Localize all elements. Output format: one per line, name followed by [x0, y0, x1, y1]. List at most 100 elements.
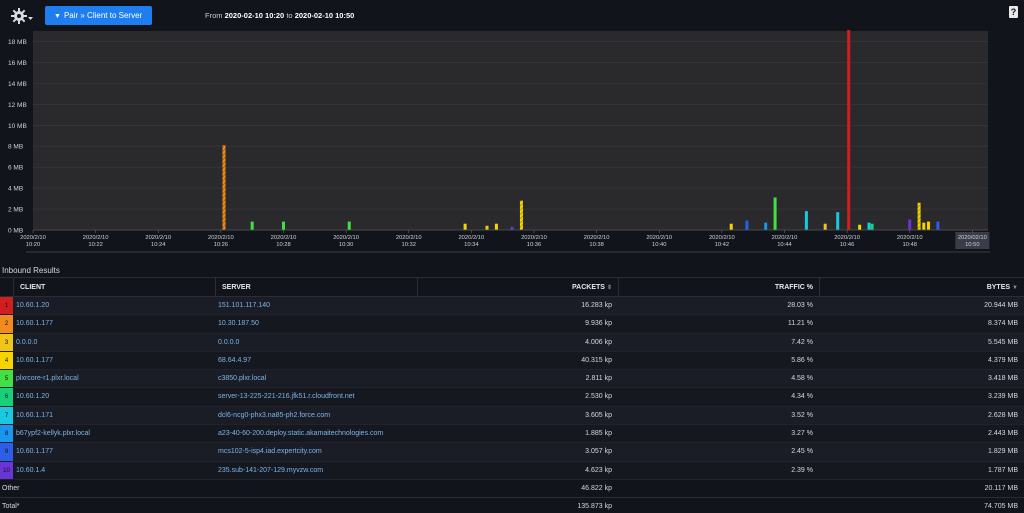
client-link[interactable]: 10.60.1.177: [16, 320, 53, 328]
y-tick-label: 4 MB: [8, 186, 23, 193]
server-link[interactable]: 235.sub-141-207-129.myvzw.com: [218, 466, 324, 474]
bar[interactable]: [908, 219, 912, 230]
traffic-value: 3.27 %: [791, 430, 813, 438]
server-link[interactable]: dcl6-ncg0-phx3.na85-ph2.force.com: [218, 411, 331, 419]
bar[interactable]: [847, 30, 851, 231]
time-range: From 2020-02-10 10:20 to 2020-02-10 10:5…: [205, 11, 355, 20]
x-tick-date: 2020/2/10: [834, 235, 860, 241]
bar[interactable]: [729, 223, 733, 230]
bar[interactable]: [347, 221, 351, 230]
packets-value: 4.623 kp: [585, 466, 612, 474]
traffic-value: 4.34 %: [791, 393, 813, 401]
bar[interactable]: [870, 223, 874, 230]
table-row[interactable]: 3 0.0.0.0 0.0.0.0 4.006 kp 7.42 % 5.545 MB: [0, 333, 1024, 352]
settings-menu-button[interactable]: [10, 7, 34, 25]
table-row[interactable]: 4 10.60.1.177 68.64.4.97 40.315 kp 5.86 % 4.3…: [0, 351, 1024, 371]
series-color-swatch: 4: [0, 351, 13, 370]
traffic-value: 7.42 %: [791, 338, 813, 346]
total-packets: 135.873 kp: [577, 503, 612, 511]
server-link[interactable]: 68.64.4.97: [218, 356, 252, 364]
server-link[interactable]: 0.0.0.0: [218, 338, 240, 346]
client-link[interactable]: 10.60.1.20: [16, 302, 50, 309]
col-server[interactable]: SERVER: [215, 278, 417, 297]
bar[interactable]: [922, 222, 926, 230]
bytes-value: 1.787 MB: [988, 466, 1018, 474]
bar[interactable]: [510, 226, 514, 230]
table-row[interactable]: 6 10.60.1.20 server-13-225-221-216.jfk51.r…: [0, 388, 1024, 407]
y-tick-label: 6 MB: [8, 165, 23, 172]
x-tick-time: 10:46: [840, 242, 855, 248]
x-tick-date: 2020/2/10: [897, 235, 923, 241]
total-row: Total* 135.873 kp 74.705 MB: [0, 498, 1024, 513]
bar[interactable]: [281, 221, 285, 230]
table-row[interactable]: 9 10.60.1.177 mcs102-5-isp4.iad.expertcity…: [0, 443, 1024, 462]
table-row[interactable]: 5 plxrcore-r1.plxr.local c3850.plxr.local 2…: [0, 370, 1024, 389]
bar[interactable]: [867, 222, 871, 230]
server-link[interactable]: server-13-225-221-216.jfk51.r.cloudfront…: [218, 393, 355, 401]
table-row[interactable]: 2 10.60.1.177 10.30.187.50 9.936 kp 11.21 % 8…: [0, 315, 1024, 334]
x-tick-date: 2020/2/10: [521, 235, 547, 241]
x-tick-date: 2020/2/10: [20, 235, 46, 241]
bar[interactable]: [858, 224, 862, 230]
bar[interactable]: [494, 223, 498, 230]
client-link[interactable]: 10.60.1.20: [16, 393, 50, 401]
bar[interactable]: [773, 197, 777, 230]
traffic-value: 2.39 %: [791, 466, 813, 474]
client-link[interactable]: 10.60.1.177: [16, 448, 53, 456]
client-link[interactable]: 10.60.1.4: [16, 466, 46, 474]
col-packets[interactable]: PACKETS ⇕: [417, 278, 618, 297]
x-tick-date: 2020/2/10: [83, 235, 109, 241]
chevron-down-icon: [28, 17, 33, 20]
client-link[interactable]: b67ypf2-kellyk.plxr.local: [16, 430, 90, 438]
col-traffic[interactable]: TRAFFIC %: [618, 278, 819, 297]
server-link[interactable]: c3850.plxr.local: [218, 375, 267, 383]
col-bytes[interactable]: BYTES ▼: [819, 278, 1024, 297]
table-body: 1 10.60.1.20 151.101.117.140 16.283 kp 28.03…: [0, 297, 1024, 480]
client-link[interactable]: 10.60.1.171: [16, 411, 53, 419]
bytes-value: 1.829 MB: [988, 448, 1018, 456]
packets-value: 4.006 kp: [585, 338, 612, 346]
packets-value: 3.057 kp: [585, 448, 612, 456]
bar[interactable]: [485, 225, 489, 230]
server-link[interactable]: a23-40-60-200.deploy.static.akamaitechno…: [218, 430, 384, 438]
y-tick-label: 16 MB: [8, 60, 27, 67]
traffic-value: 28.03 %: [787, 302, 813, 309]
x-tick-time: 10:42: [715, 242, 730, 248]
bar[interactable]: [927, 221, 931, 230]
bar[interactable]: [745, 220, 749, 230]
x-tick-date: 2020/2/10: [208, 235, 234, 241]
table-row[interactable]: 8 b67ypf2-kellyk.plxr.local a23-40-60-200.…: [0, 425, 1024, 444]
client-link[interactable]: 10.60.1.177: [16, 356, 53, 364]
pair-direction-button[interactable]: ▼ Pair » Client to Server: [45, 6, 152, 25]
col-client[interactable]: CLIENT: [13, 278, 215, 297]
bytes-value: 2.628 MB: [988, 411, 1018, 419]
server-link[interactable]: mcs102-5-isp4.iad.expertcity.com: [218, 448, 322, 456]
y-tick-label: 0 MB: [8, 228, 23, 235]
bytes-value: 20.944 MB: [984, 302, 1018, 309]
server-link[interactable]: 151.101.117.140: [218, 302, 271, 309]
bar[interactable]: [823, 223, 827, 230]
table-row[interactable]: 10 10.60.1.4 235.sub-141-207-129.myvzw.com…: [0, 461, 1024, 480]
table-row[interactable]: 1 10.60.1.20 151.101.117.140 16.283 kp 28.03…: [0, 297, 1024, 316]
help-icon[interactable]: ?: [1009, 6, 1018, 18]
client-link[interactable]: 0.0.0.0: [16, 338, 38, 346]
y-tick-label: 10 MB: [8, 123, 27, 130]
bar[interactable]: [764, 222, 768, 230]
x-tick-date: 2020/02/10: [958, 235, 987, 241]
bar[interactable]: [463, 223, 467, 230]
bar-hatch: [222, 145, 226, 230]
bar[interactable]: [804, 211, 808, 230]
client-link[interactable]: plxrcore-r1.plxr.local: [16, 375, 79, 383]
x-tick-highlight: [955, 232, 990, 249]
bar[interactable]: [836, 212, 840, 230]
bytes-value: 8.374 MB: [988, 320, 1018, 328]
bar[interactable]: [250, 221, 254, 230]
chart-svg: 18 MB 16 MB 14 MB 12 MB 10 MB 8 MB 6 MB 4 MB 2 M…: [8, 30, 990, 253]
bar[interactable]: [936, 221, 940, 230]
server-link[interactable]: 10.30.187.50: [218, 320, 259, 328]
table-row[interactable]: 7 10.60.1.171 dcl6-ncg0-phx3.na85-ph2.forc…: [0, 406, 1024, 426]
